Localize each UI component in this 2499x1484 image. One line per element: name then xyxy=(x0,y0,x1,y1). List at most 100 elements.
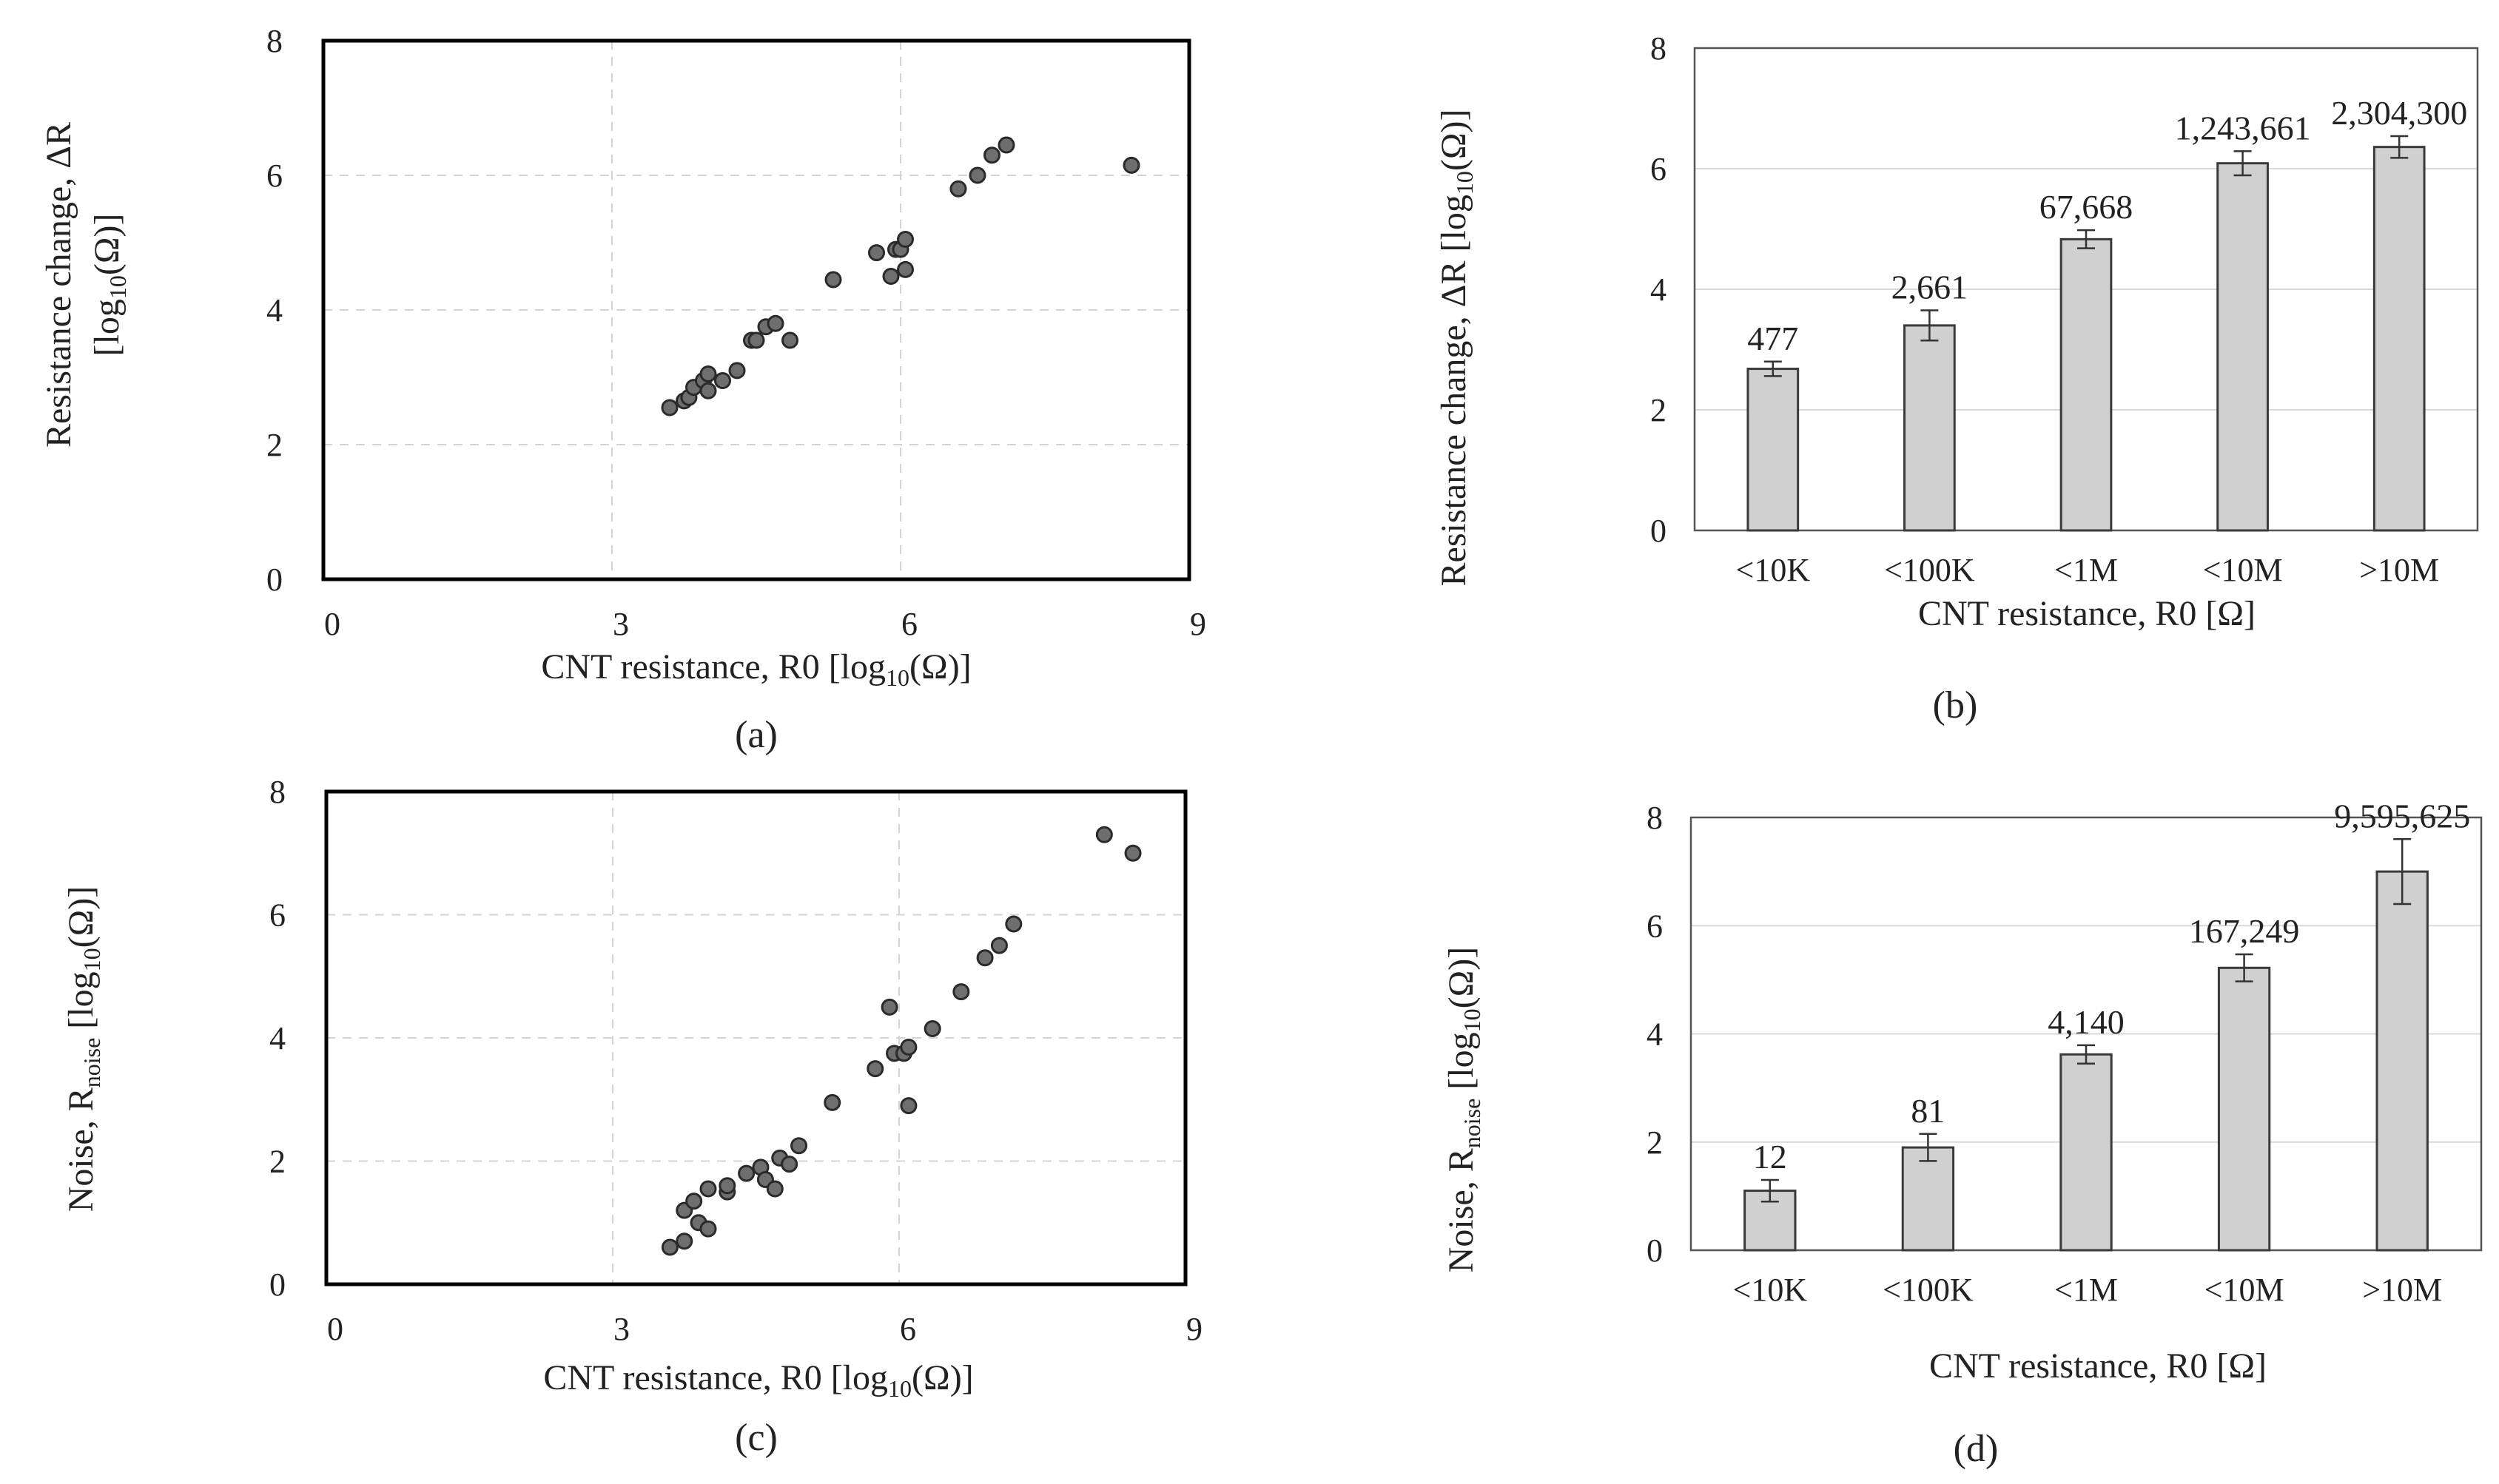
panel-a-y-tick-label: 6 xyxy=(266,158,283,194)
panel-a-data-point xyxy=(983,146,1000,164)
panel-c-data-point xyxy=(1005,915,1023,933)
panel-a-data-point xyxy=(781,331,798,349)
panel-a-scatter-resistance-change: 0 2 4 6 8 0 3 6 9 CNT resistance, R0 [log10(Ω)]… xyxy=(39,23,1206,756)
panel-d-y-ticks: 0 2 4 6 8 xyxy=(1647,800,1663,1269)
panel-c-y-tick-label: 6 xyxy=(269,897,286,934)
panel-a-x-tick-label: 0 xyxy=(324,606,340,642)
panel-b-y-tick-label: 8 xyxy=(1650,30,1666,67)
panel-c-data-point xyxy=(766,1180,784,1198)
panel-c-data-point xyxy=(661,1238,679,1256)
panel-c-data-point xyxy=(738,1164,756,1182)
panel-d-bar-noise: 12 81 4,140 167,249 9,595,625 0 2 4 6 8 <10K <100… xyxy=(1442,797,2483,1470)
panel-c-data-point xyxy=(824,1093,841,1111)
panel-d-y-tick-label: 0 xyxy=(1647,1232,1663,1269)
panel-b-caption: (b) xyxy=(1933,684,1978,726)
panel-c-data-point xyxy=(867,1060,884,1078)
panel-a-y-tick-label: 2 xyxy=(266,427,283,463)
panel-a-data-point xyxy=(824,271,842,289)
panel-c-y-tick-label: 2 xyxy=(269,1144,286,1180)
panel-d-y-tick-label: 4 xyxy=(1647,1016,1663,1053)
panel-a-data-point xyxy=(868,244,885,262)
panel-c-data-point xyxy=(790,1137,808,1155)
panel-b-bar-2 xyxy=(1903,324,1956,532)
panel-a-y-axis-label-line2: [log10(Ω)] xyxy=(87,214,131,357)
panel-a-data-point xyxy=(728,362,746,380)
panel-c-scatter-noise: 0 2 4 6 8 0 3 6 9 CNT resistance, R0 [log10(Ω)]… xyxy=(61,774,1203,1459)
panel-a-data-point xyxy=(699,382,717,399)
panel-c-data-point xyxy=(1095,826,1113,843)
panel-a-data-point xyxy=(747,331,765,349)
panel-b-y-tick-label: 2 xyxy=(1650,392,1666,428)
panel-b-y-tick-label: 0 xyxy=(1650,513,1666,549)
panel-c-y-axis-label: Noise, Rnoise [log10(Ω)] xyxy=(61,886,105,1213)
panel-c-data-point xyxy=(924,1020,941,1038)
panel-a-y-tick-label: 4 xyxy=(266,292,283,328)
panel-b-data-label: 2,661 xyxy=(1891,269,1968,306)
panel-a-plot-frame xyxy=(321,38,1191,581)
panel-a-data-point xyxy=(998,136,1015,154)
panel-a-data-point xyxy=(661,399,679,416)
panel-a-y-tick-label: 8 xyxy=(266,23,283,59)
panel-c-x-tick-label: 0 xyxy=(327,1311,343,1347)
panel-c-x-axis-label: CNT resistance, R0 [log10(Ω)] xyxy=(543,1358,973,1402)
panel-c-data-point xyxy=(719,1177,736,1195)
panel-d-data-label: 81 xyxy=(1911,1092,1945,1130)
panel-c-data-point xyxy=(990,937,1008,954)
panel-b-x-axis-label: CNT resistance, R0 [Ω] xyxy=(1918,594,2256,633)
panel-d-x-axis-label: CNT resistance, R0 [Ω] xyxy=(1929,1346,2267,1386)
panel-d-data-label: 12 xyxy=(1753,1138,1787,1176)
panel-a-data-point xyxy=(767,314,784,332)
panel-d-bar-2 xyxy=(1901,1146,1955,1252)
panel-c-x-tick-label: 6 xyxy=(900,1311,916,1347)
panel-d-data-label: 9,595,625 xyxy=(2334,797,2470,834)
panel-b-bar-4 xyxy=(2216,162,2269,532)
panel-a-data-point xyxy=(897,230,914,248)
panel-b-category-label: <1M xyxy=(2054,552,2118,588)
panel-b-category-label: <100K xyxy=(1884,552,1975,588)
panel-a-data-point xyxy=(969,166,986,184)
panel-a-data-point xyxy=(714,372,731,390)
panel-a-x-tick-label: 9 xyxy=(1190,606,1206,642)
panel-b-bar-5 xyxy=(2372,146,2426,532)
panel-c-data-point xyxy=(900,1097,918,1115)
panel-b-bars: 477 2,661 67,668 1,243,661 2,304,300 xyxy=(1746,94,2467,532)
panel-c-plot-frame xyxy=(324,789,1188,1286)
panel-c-data-point xyxy=(881,998,898,1016)
panel-d-x-ticks: <10K <100K <1M <10M >10M xyxy=(1733,1272,2443,1308)
panel-c-x-ticks: 0 3 6 9 xyxy=(327,1311,1203,1347)
panel-c-data-point xyxy=(676,1232,693,1250)
panel-d-y-axis-label: Noise, Rnoise [log10(Ω)] xyxy=(1442,947,1485,1273)
panel-c-points xyxy=(661,826,1142,1256)
panel-a-points xyxy=(661,136,1140,416)
panel-d-data-label: 167,249 xyxy=(2189,912,2300,950)
panel-b-y-axis-label: Resistance change, ΔR [log10(Ω)] xyxy=(1434,109,1478,586)
panel-a-y-tick-label: 0 xyxy=(266,561,283,598)
panel-c-y-tick-label: 0 xyxy=(269,1267,286,1303)
panel-c-x-tick-label: 3 xyxy=(613,1311,630,1347)
panel-d-bars: 12 81 4,140 167,249 9,595,625 xyxy=(1743,797,2470,1252)
panel-a-y-ticks: 0 2 4 6 8 xyxy=(266,23,283,598)
panel-b-category-label: >10M xyxy=(2359,552,2439,588)
panel-d-caption: (d) xyxy=(1954,1428,1999,1470)
panel-a-data-point xyxy=(882,268,900,285)
panel-c-data-point xyxy=(952,983,970,1001)
panel-b-category-label: <10K xyxy=(1736,552,1811,588)
panel-a-x-tick-label: 6 xyxy=(901,606,918,642)
panel-c-data-point xyxy=(1124,844,1142,862)
panel-d-data-label: 4,140 xyxy=(2048,1003,2125,1041)
panel-a-x-axis-label: CNT resistance, R0 [log10(Ω)] xyxy=(541,647,971,691)
panel-c-data-point xyxy=(976,949,994,967)
panel-c-y-ticks: 0 2 4 6 8 xyxy=(269,774,286,1303)
panel-a-y-axis-label-line1: Resistance change, ΔR xyxy=(39,122,78,448)
panel-a-x-ticks: 0 3 6 9 xyxy=(324,606,1206,642)
panel-a-data-point xyxy=(897,260,914,278)
panel-c-y-tick-label: 4 xyxy=(269,1020,286,1056)
panel-b-data-label: 477 xyxy=(1747,320,1798,357)
panel-d-y-tick-label: 8 xyxy=(1647,800,1663,836)
panel-d-category-label: <1M xyxy=(2054,1272,2118,1308)
panel-d-category-label: <100K xyxy=(1883,1272,1974,1308)
panel-c-grid xyxy=(326,792,1185,1284)
panel-b-data-label: 2,304,300 xyxy=(2331,94,2467,132)
panel-a-grid xyxy=(323,41,1189,579)
panel-b-y-tick-label: 6 xyxy=(1650,151,1666,187)
